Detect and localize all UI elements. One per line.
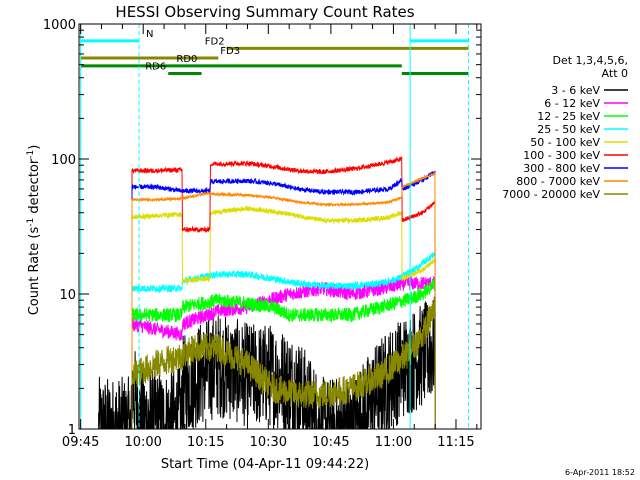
legend-header-1: Det 1,3,4,5,6, [552,54,628,67]
chart-title: HESSI Observing Summary Count Rates [115,3,414,21]
axes: 09:45 10:00 10:15 10:30 10:45 11:00 11:15 1 10 10… [43,18,482,450]
legend-label: 3 - 6 keV [551,84,600,97]
legend-label: 25 - 50 keV [537,123,600,136]
x-tick-label: 11:15 [437,435,474,450]
x-axis-label: Start Time (04-Apr-11 09:44:22) [161,457,369,472]
x-tick-label: 10:30 [250,435,287,450]
y-tick-label: 100 [51,153,76,168]
legend-label: 7000 - 20000 keV [502,188,600,201]
flag-label-n: N [146,29,153,40]
series-layer [98,156,436,431]
legend-label: 6 - 12 keV [544,97,600,110]
series-800-7000-kev [131,172,436,430]
y-tick-label: 10 [59,288,76,303]
plot-frame [78,23,482,430]
x-tick-label: 09:45 [62,435,99,450]
series-300-800-kev [131,170,436,430]
flag-label-fd2: FD2 [205,36,225,47]
vertical-lines [80,24,469,429]
legend-header-2: Att 0 [602,67,628,80]
timestamp: 6-Apr-2011 18:52 [565,468,635,477]
x-tick-label: 10:00 [124,435,161,450]
x-tick-label: 11:00 [375,435,412,450]
y-tick-label: 1000 [43,18,76,33]
y-axis-label: Count Rate (s-1 detector-1) [26,145,42,316]
flag-label-rd0: RD0 [176,54,197,65]
y-tick-label: 1 [68,423,76,438]
x-tick-label: 10:45 [312,435,349,450]
series-7000-20000-kev [131,297,436,430]
flag-label-fd3: FD3 [220,46,240,57]
legend-label: 12 - 25 keV [537,110,600,123]
legend-label: 800 - 7000 keV [516,175,600,188]
series-50-100-kev [131,204,436,430]
legend-label: 100 - 300 keV [523,149,600,162]
legend-label: 50 - 100 keV [530,136,600,149]
legend-label: 300 - 800 keV [523,162,600,175]
x-tick-label: 10:15 [187,435,224,450]
flag-label-rd6: RD6 [145,61,166,72]
series-12-25-kev [131,277,436,430]
series-100-300-kev [131,156,436,430]
